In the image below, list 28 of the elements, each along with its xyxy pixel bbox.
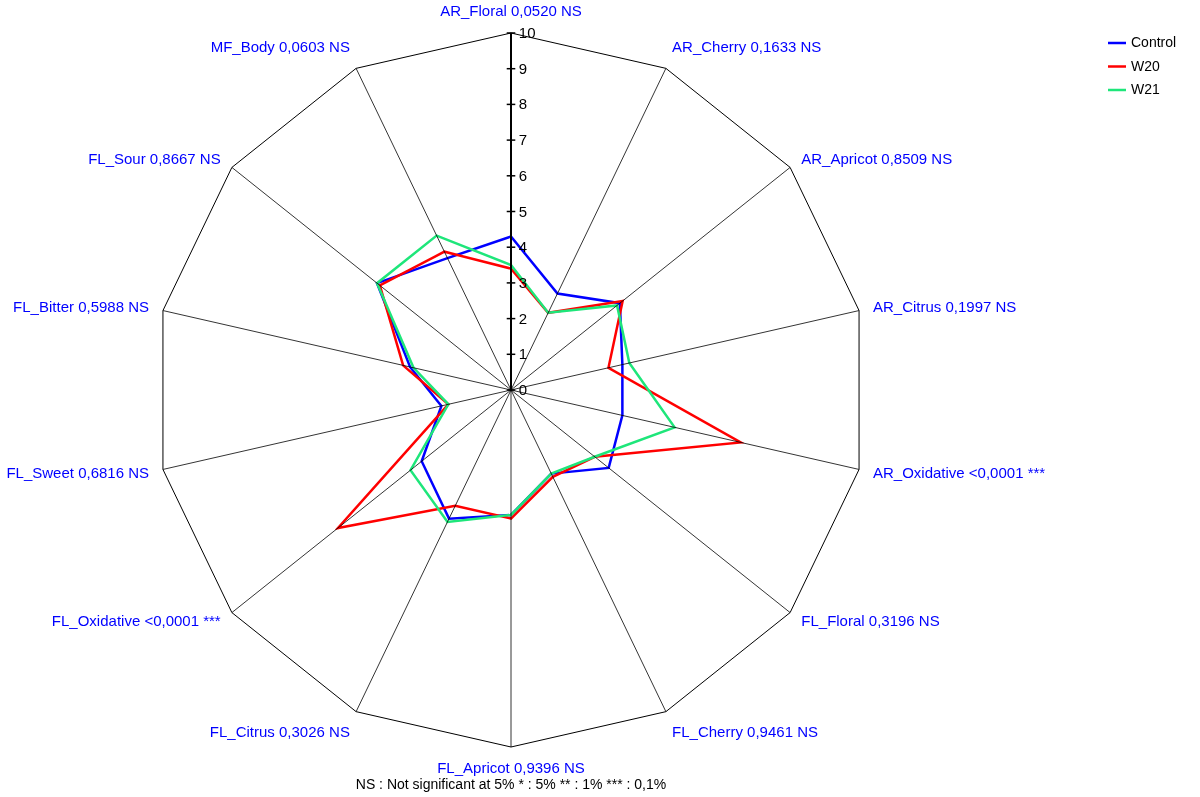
legend-label: W20: [1131, 57, 1160, 74]
spoke-label: AR_Apricot 0,8509 NS: [801, 149, 953, 167]
spoke-label: AR_Oxidative <0,0001 ***: [872, 463, 1046, 481]
spoke-label: AR_Citrus 0,1997 NS: [872, 298, 1017, 316]
y-tick-label: 7: [518, 131, 528, 149]
spoke-label: MF_Body 0,0603 NS: [210, 38, 350, 56]
y-tick-label: 6: [518, 166, 528, 184]
spoke-label: FL_Floral 0,3196 NS: [801, 612, 940, 630]
legend-label: Control: [1131, 34, 1177, 50]
y-tick-label: 0: [518, 381, 528, 398]
spoke-label: FL_Bitter 0,5988 NS: [13, 298, 150, 316]
y-tick-label: 5: [518, 202, 528, 220]
y-tick-label: 9: [518, 59, 528, 77]
spoke-label: FL_Sour 0,8667 NS: [88, 149, 221, 167]
y-tick-label: 10: [518, 24, 536, 41]
spoke-label: FL_Cherry 0,9461 NS: [672, 722, 818, 740]
y-tick-label: 8: [518, 95, 528, 113]
spoke-label: FL_Sweet 0,6816 NS: [6, 463, 150, 481]
y-tick-label: 2: [518, 309, 528, 327]
spoke-label: FL_Oxidative <0,0001 ***: [51, 612, 221, 630]
spoke-label: AR_Cherry 0,1633 NS: [672, 38, 822, 56]
text: NS : Not significant at 5% * : 5% ** : 1% *** : 0,1%: [355, 776, 667, 792]
spoke-label: FL_Citrus 0,3026 NS: [209, 722, 350, 740]
spoke-label: FL_Apricot 0,9396 NS: [437, 759, 585, 777]
legend-label: W21: [1131, 81, 1160, 97]
spoke-label: AR_Floral 0,0520 NS: [440, 1, 582, 19]
y-tick-label: 3: [518, 273, 528, 291]
y-tick-label: 1: [518, 345, 528, 363]
